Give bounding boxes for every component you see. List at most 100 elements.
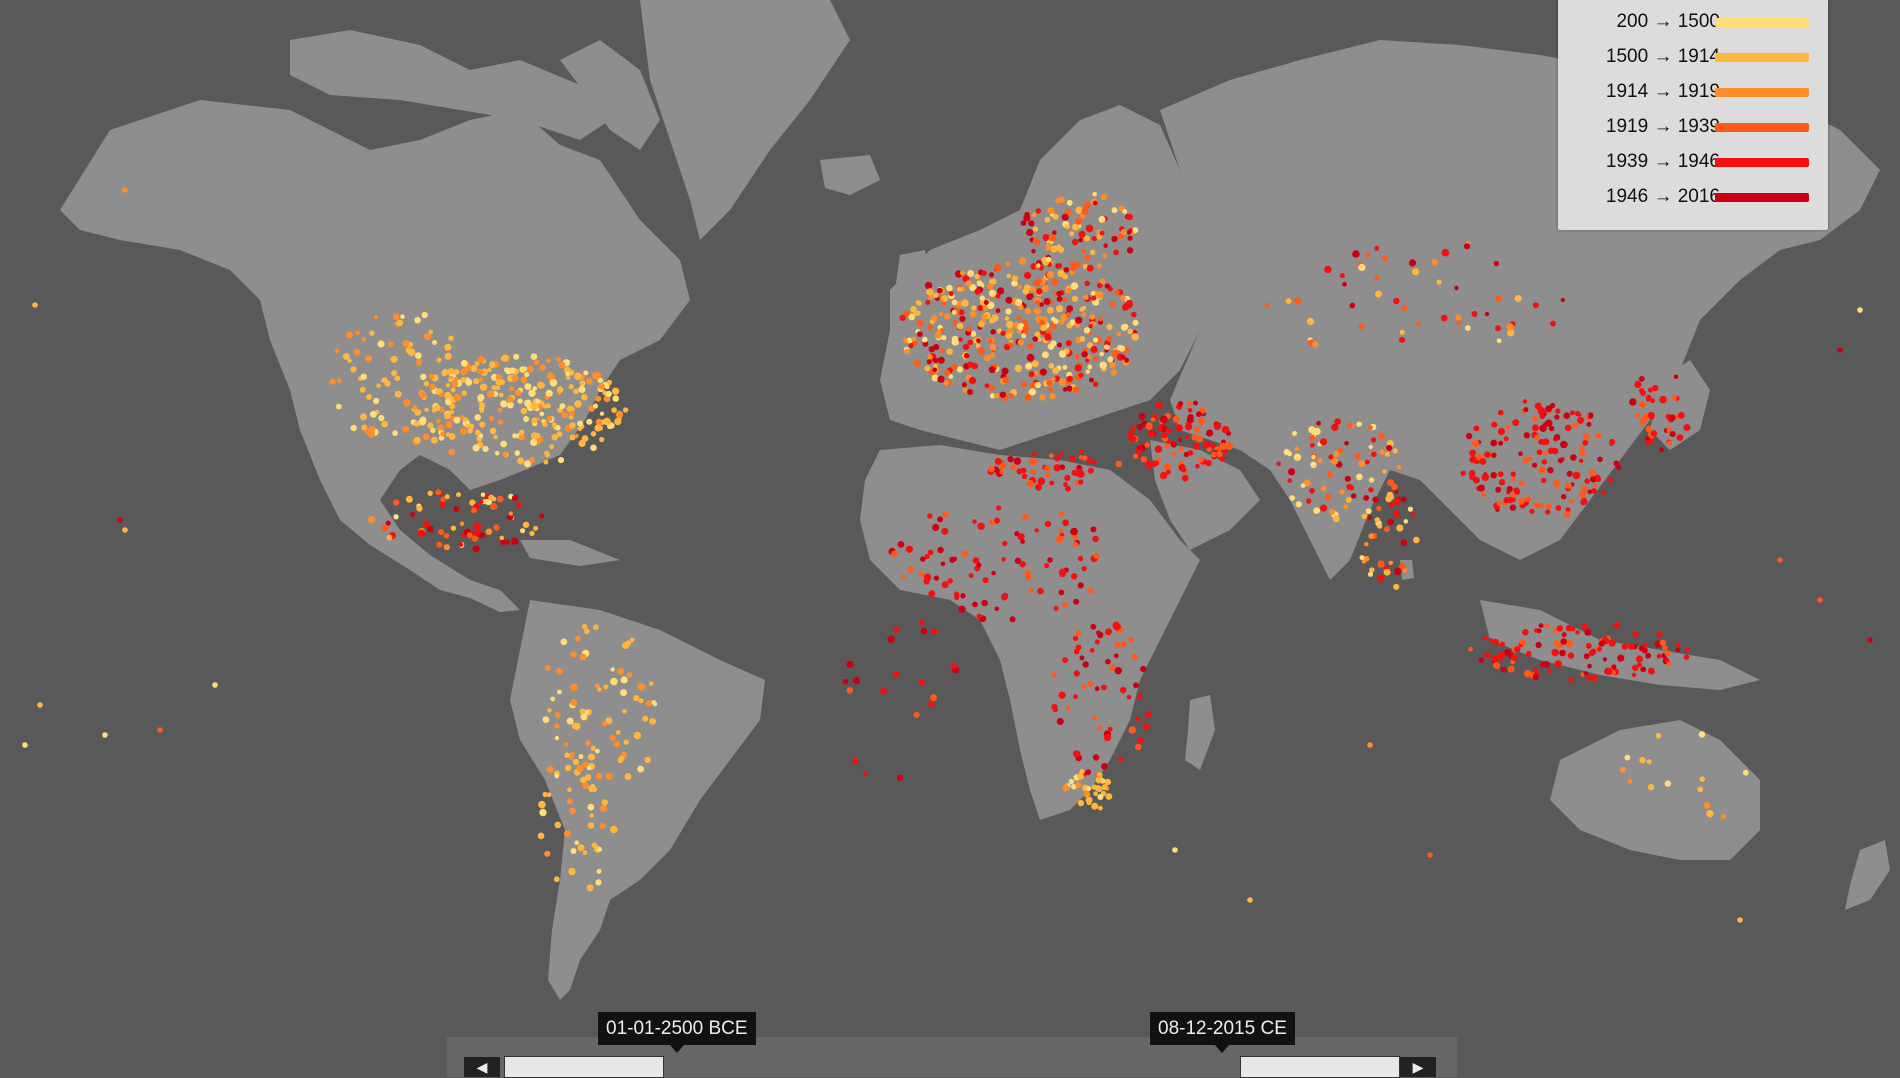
event-dot[interactable] (913, 359, 921, 367)
event-dot[interactable] (1002, 540, 1008, 547)
event-dot[interactable] (1172, 415, 1180, 423)
event-dot[interactable] (1333, 451, 1340, 458)
event-dot[interactable] (444, 343, 452, 351)
event-dot[interactable] (353, 348, 361, 356)
event-dot[interactable] (1510, 471, 1516, 477)
event-dot[interactable] (1586, 674, 1592, 681)
event-dot[interactable] (346, 331, 353, 339)
event-dot[interactable] (1113, 249, 1119, 256)
event-dot[interactable] (1339, 273, 1345, 279)
event-dot[interactable] (549, 379, 558, 387)
event-dot[interactable] (497, 495, 504, 503)
event-dot[interactable] (1300, 483, 1306, 488)
event-dot[interactable] (557, 457, 565, 464)
event-dot[interactable] (1374, 274, 1380, 281)
event-dot[interactable] (1363, 495, 1370, 501)
event-dot[interactable] (1086, 354, 1092, 360)
event-dot[interactable] (511, 537, 519, 545)
event-dot[interactable] (1048, 387, 1054, 393)
event-dot[interactable] (514, 450, 521, 456)
event-dot[interactable] (1093, 791, 1098, 797)
event-dot[interactable] (1024, 211, 1030, 218)
event-dot[interactable] (122, 527, 128, 533)
event-dot[interactable] (436, 357, 442, 363)
event-dot[interactable] (1073, 598, 1080, 605)
event-dot[interactable] (1582, 432, 1591, 441)
event-dot[interactable] (1247, 897, 1253, 903)
event-dot[interactable] (649, 718, 656, 725)
event-dot[interactable] (594, 683, 600, 689)
event-dot[interactable] (1333, 515, 1340, 523)
event-dot[interactable] (1078, 455, 1084, 460)
event-dot[interactable] (1096, 772, 1103, 778)
event-dot[interactable] (566, 717, 574, 725)
event-dot[interactable] (599, 822, 606, 830)
event-dot[interactable] (1017, 284, 1022, 290)
event-dot[interactable] (1664, 650, 1671, 657)
event-dot[interactable] (1454, 285, 1459, 291)
event-dot[interactable] (961, 382, 967, 388)
event-dot[interactable] (574, 372, 582, 381)
event-dot[interactable] (1132, 319, 1139, 326)
event-dot[interactable] (1202, 440, 1211, 449)
event-dot[interactable] (1035, 208, 1042, 214)
event-dot[interactable] (1646, 759, 1652, 765)
event-dot[interactable] (937, 356, 945, 364)
event-dot[interactable] (1005, 320, 1014, 329)
event-dot[interactable] (938, 311, 944, 317)
event-dot[interactable] (1031, 451, 1037, 457)
event-dot[interactable] (1703, 802, 1711, 809)
event-dot[interactable] (1033, 280, 1040, 287)
event-dot[interactable] (1222, 449, 1228, 455)
event-dot[interactable] (922, 341, 929, 347)
event-dot[interactable] (473, 378, 480, 385)
event-dot[interactable] (568, 384, 574, 390)
event-dot[interactable] (610, 677, 618, 686)
event-dot[interactable] (1096, 786, 1103, 793)
event-dot[interactable] (329, 378, 336, 385)
event-dot[interactable] (1522, 629, 1529, 636)
event-dot[interactable] (1368, 533, 1375, 539)
event-dot[interactable] (989, 343, 997, 351)
event-dot[interactable] (1287, 478, 1293, 483)
event-dot[interactable] (570, 699, 578, 707)
event-dot[interactable] (381, 524, 389, 532)
event-dot[interactable] (1372, 496, 1379, 503)
event-dot[interactable] (514, 389, 522, 397)
event-dot[interactable] (567, 787, 572, 793)
event-dot[interactable] (1090, 249, 1096, 256)
event-dot[interactable] (566, 798, 573, 805)
event-dot[interactable] (511, 494, 519, 502)
event-dot[interactable] (599, 411, 605, 416)
event-dot[interactable] (1031, 360, 1039, 368)
event-dot[interactable] (566, 375, 571, 380)
event-dot[interactable] (1519, 638, 1526, 645)
event-dot[interactable] (422, 520, 430, 528)
event-dot[interactable] (1655, 732, 1662, 739)
event-dot[interactable] (1631, 672, 1637, 678)
event-dot[interactable] (1160, 415, 1168, 424)
event-dot[interactable] (943, 313, 951, 320)
event-dot[interactable] (1055, 198, 1061, 204)
event-dot[interactable] (887, 635, 895, 643)
event-dot[interactable] (1488, 638, 1494, 643)
event-dot[interactable] (1536, 449, 1543, 456)
event-dot[interactable] (1068, 455, 1076, 463)
event-dot[interactable] (1608, 639, 1616, 647)
event-dot[interactable] (948, 374, 954, 379)
event-dot[interactable] (1559, 649, 1566, 657)
event-dot[interactable] (972, 519, 977, 524)
event-dot[interactable] (1666, 440, 1673, 446)
event-dot[interactable] (490, 502, 498, 511)
event-dot[interactable] (1677, 412, 1685, 419)
event-dot[interactable] (972, 601, 978, 608)
event-dot[interactable] (1004, 344, 1009, 349)
event-dot[interactable] (212, 682, 218, 688)
event-dot[interactable] (564, 752, 570, 758)
event-dot[interactable] (1544, 622, 1550, 629)
event-dot[interactable] (1384, 526, 1390, 533)
event-dot[interactable] (1511, 476, 1516, 482)
event-dot[interactable] (1590, 674, 1598, 682)
event-dot[interactable] (1079, 655, 1085, 661)
event-dot[interactable] (453, 393, 462, 402)
